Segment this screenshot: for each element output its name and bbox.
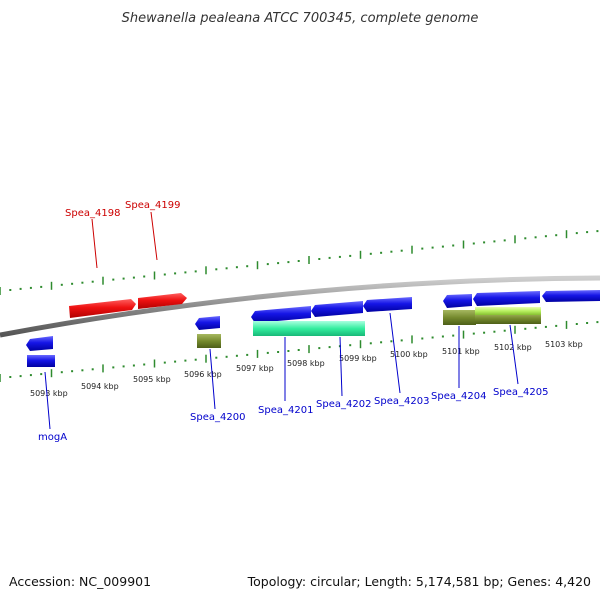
gene-label-leader [44, 371, 51, 430]
genome-summary-text: Topology: circular; Length: 5,174,581 bp… [247, 574, 591, 589]
tick-label: 5101 kbp [442, 347, 480, 356]
gene-label-spea-4204[interactable]: Spea_4204 [431, 391, 486, 402]
gene-label-leader [389, 312, 401, 394]
tick-row-bottom [0, 320, 599, 382]
gene-spea-4204-arrow[interactable] [443, 294, 472, 308]
tick-label: 5096 kbp [184, 370, 222, 379]
gene-label-spea-4203[interactable]: Spea_4203 [374, 396, 429, 407]
gene-label-spea-4205[interactable]: Spea_4205 [493, 387, 548, 398]
tick-label: 5095 kbp [133, 375, 171, 384]
genome-backbone [0, 275, 600, 338]
accession-text: Accession: NC_009901 [9, 574, 151, 589]
gene-label-leader [509, 324, 519, 385]
gene-spea-4202-arrow[interactable] [311, 301, 363, 317]
gene-mogA-arrow[interactable] [26, 336, 53, 351]
gene-spea-4203-arrow[interactable] [363, 297, 412, 312]
gene-spea-4200-arrow[interactable] [195, 316, 220, 330]
gene-spea-4200-box[interactable] [197, 334, 221, 348]
tick-label: 5098 kbp [287, 359, 325, 368]
gene-spea-4205-arrow[interactable] [473, 291, 540, 306]
page-title: Shewanella pealeana ATCC 700345, complet… [122, 11, 479, 26]
gene-next-arrow[interactable] [542, 290, 600, 302]
gene-mogA-small-box[interactable] [27, 355, 55, 367]
gene-label-leader [150, 211, 158, 261]
gene-label-spea-4200[interactable]: Spea_4200 [190, 412, 245, 423]
tick-label: 5097 kbp [236, 364, 274, 373]
gene-label-spea-4198[interactable]: Spea_4198 [65, 208, 120, 219]
gene-spea-4199-arrow[interactable] [138, 293, 187, 309]
gene-features [26, 290, 600, 367]
gene-spea-4201-box[interactable] [253, 321, 365, 336]
gene-labels: Spea_4198 Spea_4199 mogA Spea_4200 Spea_… [38, 200, 548, 443]
tick-label: 5094 kbp [81, 382, 119, 391]
gene-label-spea-4199[interactable]: Spea_4199 [125, 200, 180, 211]
gene-label-spea-4202[interactable]: Spea_4202 [316, 399, 371, 410]
tick-label: 5103 kbp [545, 340, 583, 349]
gene-spea-4201-arrow[interactable] [251, 306, 311, 323]
gene-label-leader [339, 336, 343, 397]
tick-label: 5093 kbp [30, 389, 68, 398]
gene-label-mogA[interactable]: mogA [38, 432, 67, 443]
gene-spea-4198-arrow[interactable] [69, 299, 136, 318]
gene-label-leader [209, 348, 216, 410]
gene-spea-4205-box-lime[interactable] [475, 307, 541, 315]
gene-label-spea-4201[interactable]: Spea_4201 [258, 405, 313, 416]
gene-spea-4205-box-olive[interactable] [475, 313, 541, 324]
gene-label-leader [91, 218, 98, 269]
tick-row-top [0, 230, 599, 295]
gene-spea-4204-box[interactable] [443, 310, 476, 325]
tick-label: 5099 kbp [339, 354, 377, 363]
tick-label: 5100 kbp [390, 350, 428, 359]
